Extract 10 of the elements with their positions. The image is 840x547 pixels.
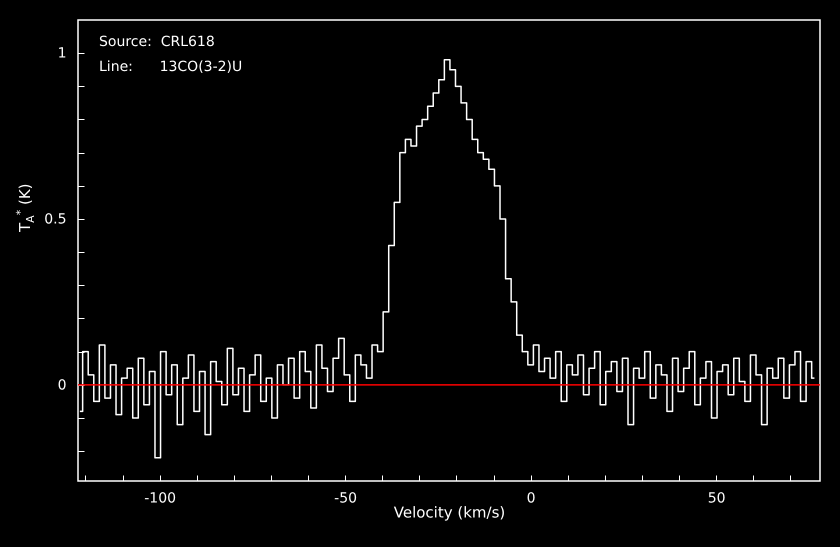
annotation: Line: 13CO(3-2)U <box>99 59 242 75</box>
y-tick-label: 0.5 <box>44 211 66 228</box>
y-tick-label: 0 <box>58 377 66 394</box>
x-tick-label: 50 <box>708 490 726 506</box>
x-tick-label: 0 <box>526 490 536 506</box>
y-tick-label: 1 <box>58 46 66 62</box>
annotation: Source: CRL618 <box>99 34 215 50</box>
x-axis-title: Velocity (km/s) <box>394 504 506 522</box>
x-tick-label: -100 <box>144 490 176 506</box>
x-tick-label: -50 <box>334 490 358 506</box>
